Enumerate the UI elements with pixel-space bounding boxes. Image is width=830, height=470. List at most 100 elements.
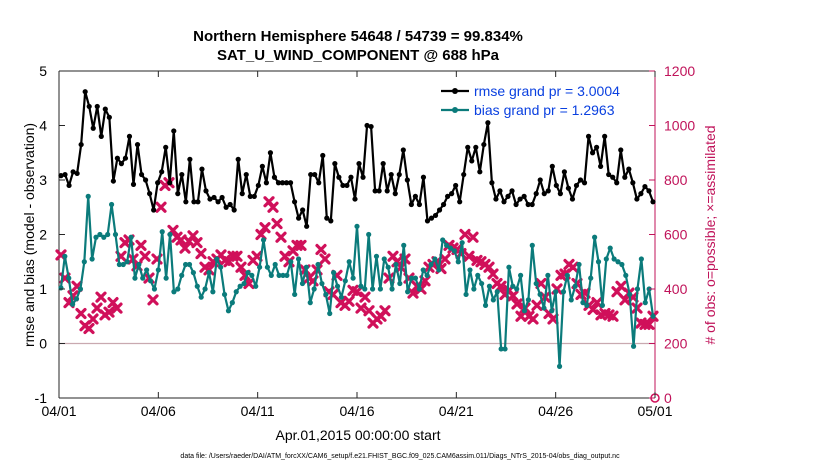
y-tick-label: 3 <box>39 172 47 188</box>
bias-point <box>459 240 465 246</box>
rmse-point <box>585 133 592 139</box>
rmse-point <box>440 201 447 208</box>
bias-point <box>66 275 72 281</box>
rmse-point <box>296 215 302 221</box>
bias-point <box>346 259 352 265</box>
rmse-point <box>86 103 92 110</box>
assimilated-marker-stroke-b <box>363 305 375 317</box>
rmse-point <box>561 169 567 175</box>
assimilated-marker <box>487 268 499 280</box>
rmse-point <box>98 133 104 139</box>
assimilated-marker-stroke-b <box>359 291 371 303</box>
bias-point <box>541 305 547 311</box>
bias-series <box>58 193 656 369</box>
bias-point <box>202 286 208 292</box>
rmse-point <box>598 163 604 169</box>
rmse-point <box>364 122 370 129</box>
y-tick-label: 2 <box>39 227 47 243</box>
bias-point <box>206 270 212 276</box>
bias-point <box>334 283 341 289</box>
bias-point <box>599 302 606 308</box>
bias-point <box>630 343 637 349</box>
bias-point <box>580 300 586 306</box>
rmse-point <box>594 144 600 150</box>
assimilated-marker-stroke-b <box>251 250 263 262</box>
bias-point <box>299 280 306 287</box>
bias-point <box>432 256 438 262</box>
rmse-point <box>122 155 129 161</box>
rmse-point <box>308 171 314 178</box>
y-right-tick-label: 800 <box>664 172 688 188</box>
rmse-point <box>267 150 274 156</box>
bias-point <box>607 245 613 251</box>
bias-point <box>108 201 115 208</box>
rmse-point <box>412 193 418 199</box>
rmse-point <box>356 161 362 167</box>
rmse-point <box>569 196 576 202</box>
rmse-point <box>187 156 193 162</box>
rmse-line <box>60 90 655 228</box>
rmse-point <box>283 180 290 186</box>
assimilated-marker <box>495 280 507 292</box>
assimilated-marker-stroke-b <box>467 231 479 243</box>
assimilated-marker <box>531 299 543 311</box>
assimilated-marker <box>463 250 475 262</box>
bias-point <box>268 272 274 278</box>
rmse-point <box>207 196 213 202</box>
rmse-point <box>436 207 443 213</box>
assimilated-marker-stroke-b <box>91 302 103 314</box>
bias-point <box>62 253 68 259</box>
assimilated-marker <box>351 286 363 298</box>
rmse-point <box>142 177 149 183</box>
bias-point <box>315 261 321 268</box>
bias-point <box>393 261 399 268</box>
rmse-point <box>493 196 499 202</box>
bias-point <box>642 300 648 306</box>
bias-point <box>490 297 496 303</box>
assimilated-marker <box>83 322 95 335</box>
assimilated-marker-stroke-b <box>547 313 559 325</box>
assimilated-marker <box>511 298 523 310</box>
rmse-point <box>263 180 269 186</box>
bias-point <box>615 259 621 265</box>
assimilated-marker-stroke-b <box>103 306 115 318</box>
assimilated-marker-stroke-b <box>463 250 475 262</box>
rmse-point <box>549 163 555 169</box>
rmse-point <box>630 180 636 186</box>
bias-point <box>436 267 442 273</box>
rmse-point <box>634 196 640 202</box>
bias-point <box>120 261 126 268</box>
bias-point <box>455 259 461 265</box>
assimilated-marker-stroke-b <box>135 239 147 251</box>
rmse-point <box>271 174 278 180</box>
legend-box <box>436 80 646 120</box>
rmse-point <box>126 133 133 139</box>
rmse-point <box>348 174 354 180</box>
bias-point <box>175 286 181 292</box>
assimilated-marker <box>87 313 99 325</box>
assimilated-marker-stroke-b <box>179 242 191 254</box>
x-axis-label: Apr.01,2015 00:00:00 start <box>275 427 440 443</box>
bias-point <box>389 286 395 292</box>
rmse-point <box>94 103 100 110</box>
rmse-point <box>545 188 551 194</box>
rmse-point <box>501 199 507 205</box>
assimilated-marker-stroke-b <box>267 201 279 213</box>
bias-point <box>342 278 348 284</box>
assimilated-marker-stroke-b <box>111 302 123 314</box>
bias-point <box>179 272 185 278</box>
bias-point <box>362 286 368 292</box>
rmse-point <box>90 125 96 131</box>
assimilated-marker <box>275 231 287 243</box>
assimilated-marker-stroke-b <box>471 254 483 266</box>
rmse-point <box>388 171 394 178</box>
rmse-point <box>372 188 378 194</box>
bias-point <box>221 291 228 298</box>
bias-point <box>537 291 543 298</box>
rmse-point <box>62 171 68 178</box>
rmse-point <box>195 199 201 205</box>
assimilated-marker-stroke-b <box>567 261 579 273</box>
rmse-point <box>134 141 141 148</box>
bias-point <box>443 242 450 248</box>
